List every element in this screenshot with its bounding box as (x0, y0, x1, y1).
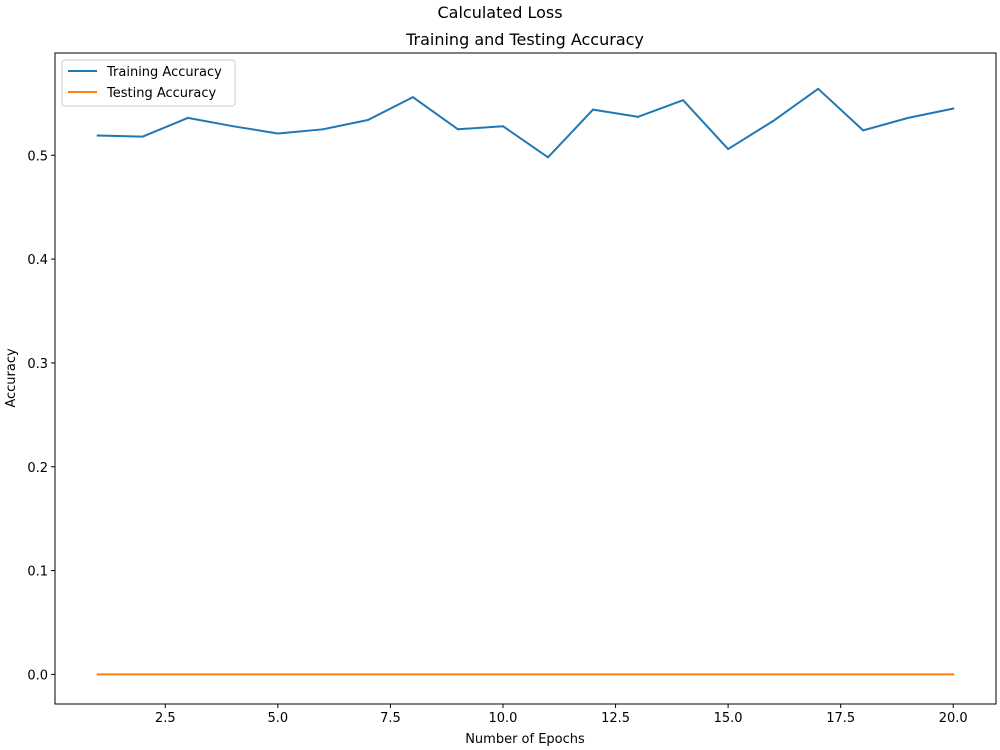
data-point-training-accuracy (817, 87, 820, 90)
y-tick-label: 0.5 (27, 149, 48, 164)
data-point-testing-accuracy (141, 673, 144, 676)
x-tick-label: 12.5 (601, 711, 630, 726)
data-point-testing-accuracy (862, 673, 865, 676)
data-point-testing-accuracy (231, 673, 234, 676)
y-tick-label: 0.0 (27, 668, 48, 683)
x-tick-label: 20.0 (939, 711, 968, 726)
data-point-testing-accuracy (592, 673, 595, 676)
x-axis-ticks: 2.5 5.0 7.5 10.0 12.5 15.0 17.5 20.0 (155, 704, 968, 726)
data-point-training-accuracy (231, 125, 234, 128)
y-axis-label: Accuracy (4, 348, 19, 408)
axes-background (55, 53, 996, 704)
data-point-training-accuracy (456, 128, 459, 131)
data-point-training-accuracy (276, 132, 279, 135)
data-point-testing-accuracy (366, 673, 369, 676)
y-tick-label: 0.2 (27, 461, 48, 476)
data-point-training-accuracy (96, 134, 99, 137)
data-point-testing-accuracy (501, 673, 504, 676)
data-point-training-accuracy (411, 96, 414, 99)
data-point-training-accuracy (141, 135, 144, 138)
data-point-training-accuracy (366, 118, 369, 121)
figure-suptitle: Calculated Loss (437, 3, 562, 22)
x-tick-label: 17.5 (826, 711, 855, 726)
y-tick-label: 0.4 (27, 253, 48, 268)
data-point-training-accuracy (727, 148, 730, 151)
data-point-testing-accuracy (772, 673, 775, 676)
data-point-training-accuracy (186, 116, 189, 119)
data-point-training-accuracy (907, 116, 910, 119)
legend-label-testing: Testing Accuracy (106, 86, 216, 101)
data-point-testing-accuracy (682, 673, 685, 676)
data-point-training-accuracy (952, 107, 955, 110)
chart-title: Training and Testing Accuracy (405, 30, 644, 49)
legend: Training Accuracy Testing Accuracy (61, 59, 236, 107)
data-point-testing-accuracy (96, 673, 99, 676)
axes-frame (54, 52, 997, 705)
data-point-training-accuracy (321, 128, 324, 131)
data-point-testing-accuracy (547, 673, 550, 676)
x-tick-label: 2.5 (155, 711, 176, 726)
legend-frame (61, 59, 236, 107)
data-point-training-accuracy (547, 156, 550, 159)
data-point-training-accuracy (772, 120, 775, 123)
y-tick-label: 0.1 (27, 565, 48, 580)
plot-area (54, 52, 997, 705)
data-point-testing-accuracy (727, 673, 730, 676)
y-tick-label: 0.3 (27, 357, 48, 372)
y-axis-ticks: 0.0 0.1 0.2 0.3 0.4 0.5 (27, 149, 55, 683)
data-point-testing-accuracy (952, 673, 955, 676)
series-layer (96, 87, 955, 676)
series-line-training-accuracy (96, 87, 955, 159)
data-point-testing-accuracy (186, 673, 189, 676)
data-point-training-accuracy (862, 129, 865, 132)
data-point-testing-accuracy (907, 673, 910, 676)
data-point-testing-accuracy (321, 673, 324, 676)
x-tick-label: 15.0 (714, 711, 743, 726)
x-tick-label: 7.5 (380, 711, 401, 726)
data-point-training-accuracy (682, 99, 685, 102)
data-point-training-accuracy (592, 108, 595, 111)
data-point-training-accuracy (637, 115, 640, 118)
data-point-testing-accuracy (637, 673, 640, 676)
data-point-training-accuracy (501, 125, 504, 128)
legend-label-training: Training Accuracy (106, 65, 222, 80)
x-tick-label: 5.0 (268, 711, 289, 726)
data-point-testing-accuracy (456, 673, 459, 676)
x-axis-label: Number of Epochs (465, 732, 585, 747)
data-point-testing-accuracy (411, 673, 414, 676)
data-point-testing-accuracy (276, 673, 279, 676)
data-point-testing-accuracy (817, 673, 820, 676)
x-tick-label: 10.0 (489, 711, 518, 726)
